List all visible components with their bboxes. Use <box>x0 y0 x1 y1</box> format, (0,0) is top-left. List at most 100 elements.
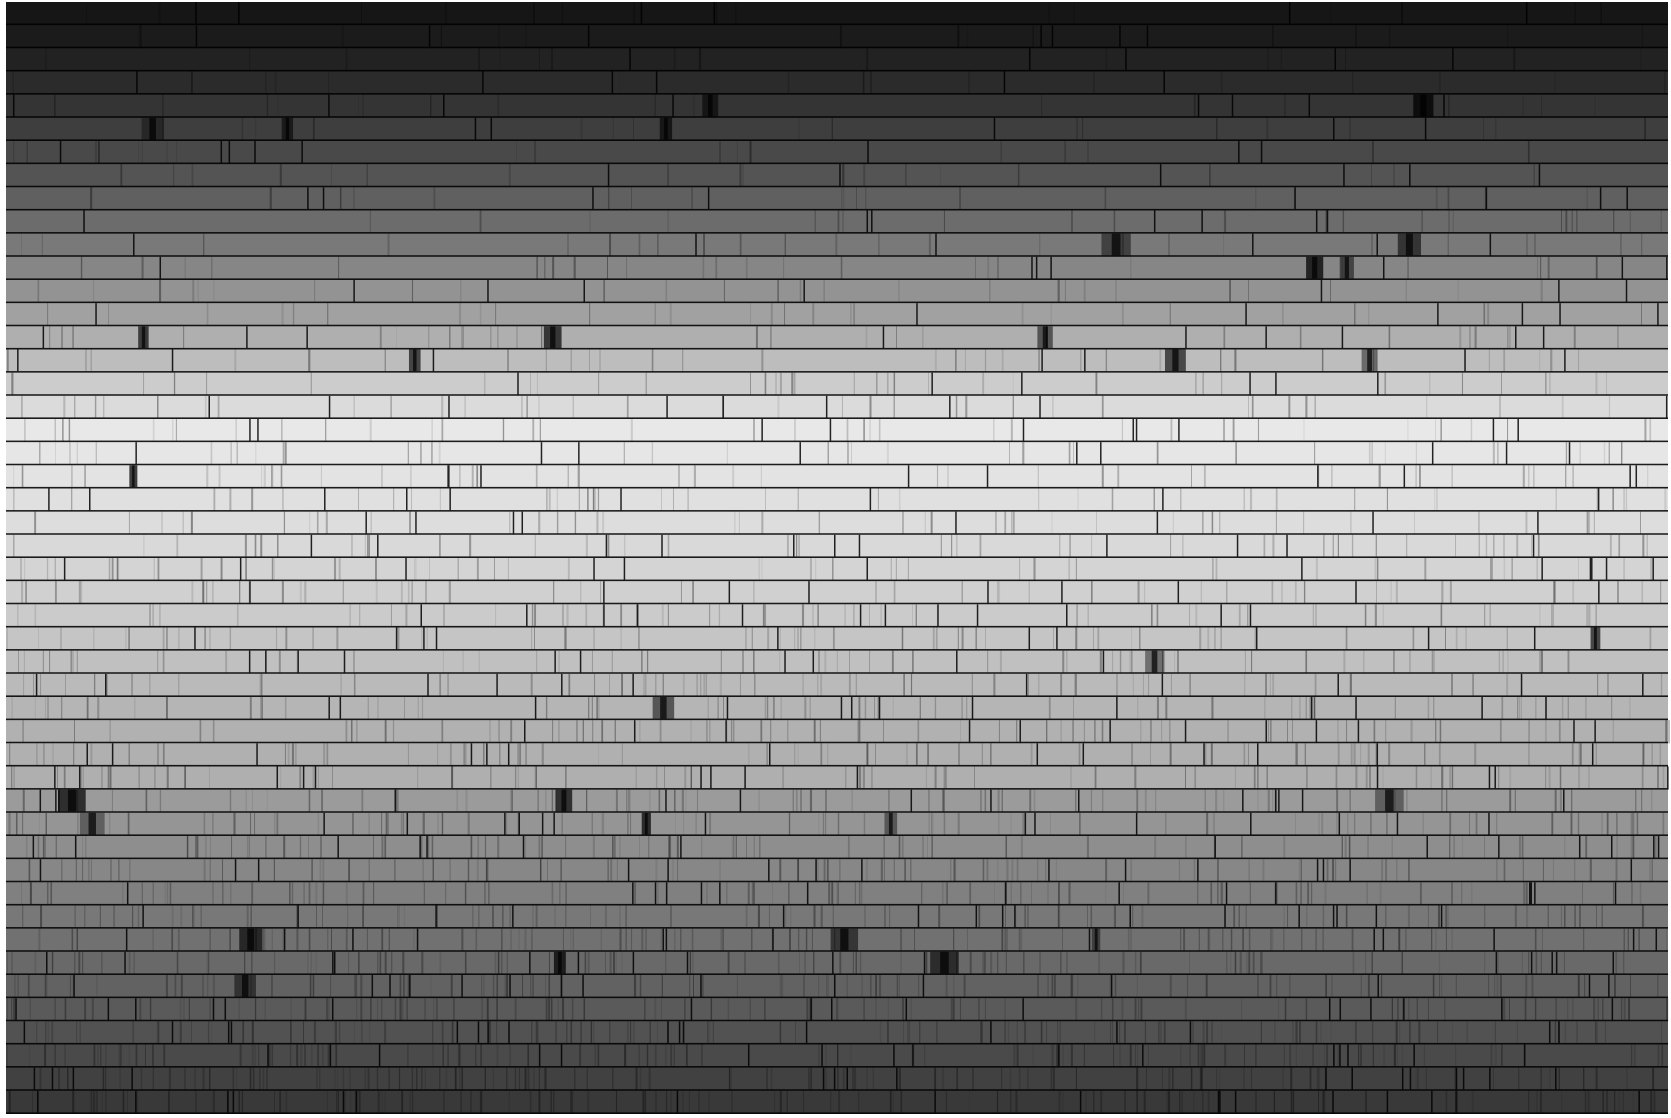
absorption-line <box>1401 952 1403 975</box>
absorption-line <box>480 1045 481 1068</box>
absorption-line <box>1114 906 1116 929</box>
absorption-line <box>33 674 34 697</box>
absorption-line <box>1545 720 1547 743</box>
absorption-line <box>1318 813 1319 836</box>
absorption-line <box>1206 975 1208 998</box>
segment-edge <box>1160 164 1162 187</box>
absorption-line <box>530 1091 532 1114</box>
absorption-line <box>468 813 470 836</box>
absorption-line <box>404 697 405 720</box>
segment-edge <box>769 743 771 766</box>
absorption-line <box>1073 697 1074 720</box>
absorption-line <box>74 952 75 975</box>
absorption-line <box>1449 813 1451 836</box>
absorption-line <box>858 720 860 743</box>
absorption-line <box>699 48 701 71</box>
absorption-line <box>75 906 76 929</box>
absorption-line <box>490 767 491 790</box>
absorption-line <box>813 604 814 627</box>
absorption-line <box>88 859 90 882</box>
absorption-line <box>313 118 315 141</box>
absorption-line <box>1223 234 1224 257</box>
absorption-line <box>255 535 257 558</box>
absorption-line <box>11 697 12 720</box>
absorption-line <box>1568 697 1569 720</box>
absorption-line <box>1336 813 1338 836</box>
absorption-line <box>787 720 788 743</box>
absorption-line <box>509 164 511 187</box>
segment-edge <box>1355 581 1357 604</box>
absorption-line <box>630 813 631 836</box>
absorption-line <box>612 651 613 674</box>
absorption-line <box>838 211 840 234</box>
segment-edge <box>1539 164 1541 187</box>
absorption-line <box>845 604 846 627</box>
absorption-line <box>496 1021 497 1044</box>
absorption-line <box>35 697 36 720</box>
absorption-line <box>1439 72 1441 95</box>
absorption-line <box>1409 998 1410 1021</box>
segment-edge <box>443 95 445 118</box>
absorption-line <box>1277 882 1278 905</box>
absorption-line <box>536 906 538 929</box>
absorption-line <box>1633 1091 1634 1114</box>
segment-edge <box>1387 1091 1389 1114</box>
absorption-line <box>799 535 800 558</box>
absorption-line <box>1590 1091 1591 1114</box>
absorption-line <box>630 1021 631 1044</box>
segment-edge <box>526 604 528 627</box>
absorption-line <box>317 1045 319 1068</box>
absorption-line <box>202 975 203 998</box>
absorption-line <box>489 1021 491 1044</box>
absorption-line <box>1414 512 1415 535</box>
absorption-line <box>620 906 621 929</box>
segment-edge <box>994 118 996 141</box>
segment-edge <box>931 373 933 396</box>
segment-edge <box>867 211 869 234</box>
absorption-line <box>1266 767 1267 790</box>
absorption-line <box>74 720 75 743</box>
absorption-line <box>558 651 559 674</box>
absorption-line <box>1610 535 1612 558</box>
absorption-line <box>1033 1045 1034 1068</box>
absorption-line <box>625 929 627 952</box>
absorption-line <box>209 929 210 952</box>
absorption-line <box>354 1021 355 1044</box>
absorption-line <box>1270 720 1272 743</box>
absorption-line <box>450 859 451 882</box>
absorption-line <box>303 1021 304 1044</box>
absorption-line <box>442 813 443 836</box>
absorption-line <box>1644 118 1646 141</box>
absorption-line <box>1365 952 1366 975</box>
absorption-line <box>1143 674 1144 697</box>
absorption-line <box>1535 929 1537 952</box>
absorption-line <box>1278 998 1279 1021</box>
segment-edge <box>839 164 841 187</box>
segment-edge <box>1608 975 1610 998</box>
absorption-line <box>424 882 425 905</box>
absorption-line <box>875 581 876 604</box>
absorption-line <box>1607 813 1609 836</box>
absorption-line <box>210 836 211 859</box>
segment-edge <box>257 419 259 442</box>
absorption-line <box>1029 581 1030 604</box>
absorption-line <box>192 280 194 303</box>
segment-edge <box>1245 303 1247 326</box>
absorption-line <box>541 836 543 859</box>
order-band <box>6 836 1668 859</box>
absorption-line <box>818 975 819 998</box>
segment-edge <box>1626 280 1628 303</box>
absorption-line <box>982 952 983 975</box>
absorption-line <box>997 1091 998 1114</box>
absorption-line <box>511 929 512 952</box>
absorption-line <box>332 767 333 790</box>
absorption-line <box>76 859 77 882</box>
absorption-line <box>1165 813 1166 836</box>
absorption-line <box>1406 790 1407 813</box>
absorption-line <box>1056 859 1057 882</box>
segment-edge <box>54 767 56 790</box>
absorption-line <box>1220 350 1221 373</box>
absorption-line <box>549 489 551 512</box>
absorption-line <box>880 1021 882 1044</box>
absorption-line <box>1332 859 1334 882</box>
